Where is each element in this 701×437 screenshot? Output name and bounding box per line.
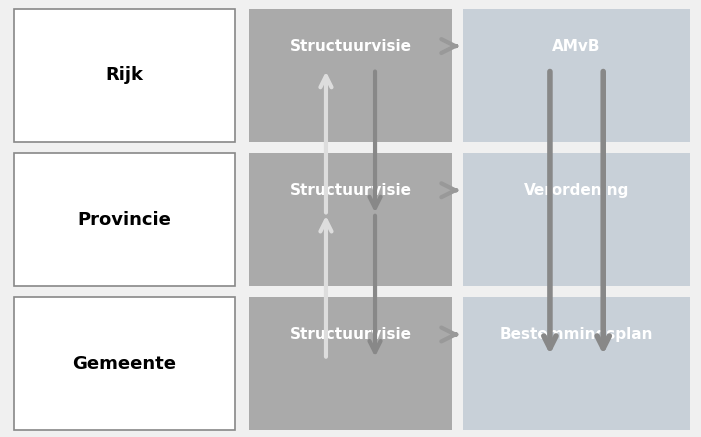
Bar — [14, 153, 235, 286]
Text: Structuurvisie: Structuurvisie — [290, 327, 411, 342]
Bar — [249, 297, 452, 430]
Text: AMvB: AMvB — [552, 38, 601, 54]
Bar — [14, 297, 235, 430]
Bar — [463, 9, 690, 142]
Bar — [463, 153, 690, 286]
Text: Structuurvisie: Structuurvisie — [290, 38, 411, 54]
Text: Provincie: Provincie — [78, 211, 171, 229]
Bar — [14, 9, 235, 142]
Text: Structuurvisie: Structuurvisie — [290, 183, 411, 198]
Bar — [463, 297, 690, 430]
Text: Rijk: Rijk — [105, 66, 144, 84]
Bar — [249, 153, 452, 286]
Text: Verordening: Verordening — [524, 183, 629, 198]
Text: Bestemmingsplan: Bestemmingsplan — [500, 327, 653, 342]
Text: Gemeente: Gemeente — [72, 355, 177, 373]
Bar — [249, 9, 452, 142]
